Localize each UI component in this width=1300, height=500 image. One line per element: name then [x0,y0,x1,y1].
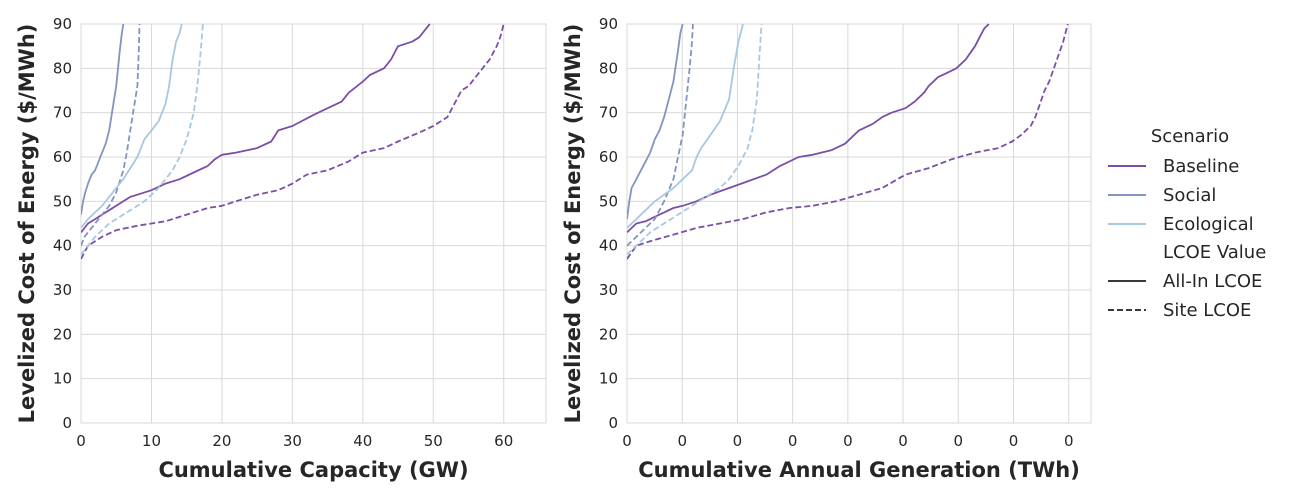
series-line-ecological-site-lcoe [627,23,763,256]
x-tick-label: 0 [843,432,853,450]
series-line-baseline-all-in-lcoe [627,23,990,234]
series-line-baseline-site-lcoe [627,23,1069,260]
legend-label-site: Site LCOE [1163,300,1251,321]
y-tick-label: 90 [599,15,618,33]
legend-label-ecological: Ecological [1163,214,1254,235]
x-tick-label: 0 [677,432,687,450]
y-tick-label: 80 [599,59,618,77]
y-tick-label: 20 [53,325,72,343]
y-tick-label: 90 [53,15,72,33]
y-tick-label: 10 [599,370,618,388]
series-line-baseline-site-lcoe [81,23,505,260]
plot-frame [626,23,1092,424]
y-tick-label: 50 [599,192,618,210]
y-tick-label: 50 [53,192,72,210]
legend-label-social: Social [1163,185,1216,206]
x-tick-label: 20 [212,432,231,450]
plot-frame [80,23,547,424]
y-tick-label: 30 [599,281,618,299]
y-tick-label: 80 [53,59,72,77]
legend: Scenario Baseline Social Ecological LCOE… [1108,126,1266,321]
legend-scenario-title: Scenario [1151,126,1229,147]
y-tick-label: 40 [599,237,618,255]
x-tick-label: 30 [283,432,302,450]
series-line-baseline-all-in-lcoe [81,23,431,233]
legend-lcoe-title: LCOE Value [1163,242,1266,263]
y-tick-label: 40 [53,237,72,255]
series-line-social-all-in-lcoe [81,23,125,215]
x-axis-label: Cumulative Capacity (GW) [158,458,468,482]
y-tick-label: 70 [599,104,618,122]
series-line-social-site-lcoe [81,23,141,247]
x-tick-label: 0 [954,432,964,450]
x-tick-label: 40 [353,432,372,450]
x-tick-label: 0 [76,432,86,450]
capacity-panel: 0 10 20 30 40 50 60 70 80 90 0 10 20 30 40 50 60 Cumulati… [15,15,547,482]
series-line-ecological-all-in-lcoe [81,23,183,229]
y-tick-label: 60 [53,148,72,166]
series-line-ecological-all-in-lcoe [627,23,744,229]
legend-label-all-in: All-In LCOE [1163,271,1262,292]
y-tick-label: 20 [599,325,618,343]
x-tick-label: 0 [622,432,632,450]
y-tick-label: 60 [599,148,618,166]
x-tick-label: 0 [898,432,908,450]
series-line-ecological-site-lcoe [81,23,204,256]
x-axis-label: Cumulative Annual Generation (TWh) [638,458,1080,482]
x-tick-label: 0 [733,432,743,450]
y-tick-label: 30 [53,281,72,299]
y-axis-label: Levelized Cost of Energy ($/MWh) [15,24,39,424]
series-line-social-all-in-lcoe [627,23,684,220]
x-tick-label: 60 [494,432,513,450]
series-line-social-site-lcoe [627,23,694,247]
y-axis-label: Levelized Cost of Energy ($/MWh) [561,24,585,424]
x-tick-label: 0 [1064,432,1074,450]
x-tick-label: 0 [788,432,798,450]
x-tick-label: 10 [142,432,161,450]
y-tick-label: 0 [62,414,72,432]
x-tick-label: 50 [424,432,443,450]
y-tick-label: 70 [53,104,72,122]
x-tick-label: 0 [1009,432,1019,450]
y-tick-label: 10 [53,370,72,388]
y-tick-label: 0 [608,414,618,432]
legend-label-baseline: Baseline [1163,156,1239,177]
